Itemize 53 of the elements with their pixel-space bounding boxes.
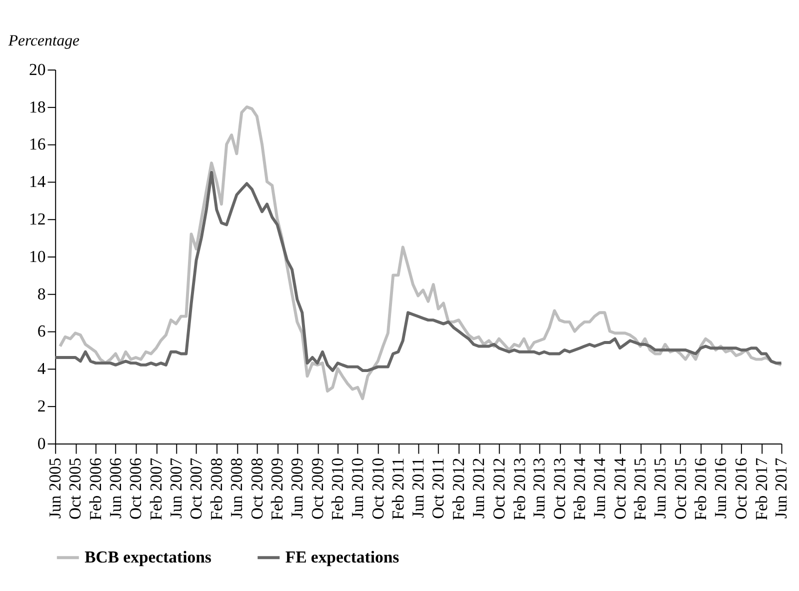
x-tick-label: Feb 2013: [510, 458, 529, 520]
y-tick-label: 6: [37, 322, 46, 341]
x-tick-label: Jun 2015: [650, 458, 670, 519]
x-tick-label: Jun 2016: [711, 458, 730, 519]
x-tick-label: Oct 2016: [731, 458, 750, 520]
y-tick-label: 0: [37, 434, 46, 453]
x-tick-label: Oct 2011: [428, 458, 448, 519]
y-tick-label: 8: [37, 284, 46, 304]
x-tick-label: Oct 2013: [550, 458, 569, 520]
x-tick-label: Oct 2015: [670, 458, 690, 520]
x-tick-label: Oct 2009: [308, 458, 327, 520]
x-tick-label: Feb 2016: [691, 458, 710, 520]
x-tick-label: Jun 2006: [106, 458, 125, 519]
y-tick-label: 16: [29, 134, 46, 154]
y-axis-title: Percentage: [7, 32, 80, 50]
x-tick-label: Feb 2014: [570, 457, 590, 520]
x-tick-label: Jun 2008: [227, 458, 246, 519]
x-tick-label: Oct 2006: [126, 458, 146, 520]
x-tick-label: Jun 2009: [288, 458, 307, 519]
y-tick-label: 2: [37, 396, 46, 416]
x-tick-label: Feb 2015: [630, 458, 650, 520]
x-tick-label: Oct 2007: [186, 458, 206, 520]
legend-label: BCB expectations: [84, 548, 212, 567]
x-tick-label: Jun 2012: [469, 458, 488, 519]
x-tick-label: Feb 2007: [146, 458, 166, 520]
line-series: [54, 170, 783, 372]
y-tick-label: 4: [37, 359, 46, 378]
x-tick-label: Feb 2012: [449, 458, 468, 520]
y-tick-label: 10: [29, 246, 46, 266]
y-tick-label: 18: [29, 97, 46, 116]
x-tick-label: Jun 2017: [772, 458, 791, 519]
x-tick-label: Oct 2010: [368, 458, 388, 520]
x-tick-label: Jun 2007: [166, 458, 186, 519]
x-tick-label: Jun 2005: [46, 458, 65, 519]
x-tick-label: Jun 2011: [408, 458, 428, 518]
y-tick-label: 12: [29, 210, 46, 229]
x-tick-label: Feb 2011: [388, 458, 408, 520]
x-tick-label: Feb 2010: [328, 458, 348, 520]
line-series: [58, 105, 783, 400]
x-tick-label: Jun 2014: [590, 457, 610, 519]
y-tick-label: 20: [29, 60, 46, 79]
x-tick-label: Feb 2017: [752, 458, 771, 520]
x-tick-label: Oct 2008: [247, 458, 266, 520]
x-tick-label: Jun 2010: [348, 458, 368, 519]
y-tick-label: 14: [29, 172, 46, 192]
x-tick-label: Feb 2009: [268, 458, 287, 520]
x-tick-label: Feb 2008: [207, 458, 226, 520]
x-tick-label: Oct 2005: [66, 458, 85, 520]
x-tick-label: Feb 2006: [86, 458, 106, 520]
x-tick-label: Oct 2014: [610, 457, 630, 520]
legend-label: FE expectations: [285, 548, 400, 567]
x-tick-label: Jun 2013: [530, 458, 549, 519]
x-tick-label: Oct 2012: [489, 458, 508, 520]
